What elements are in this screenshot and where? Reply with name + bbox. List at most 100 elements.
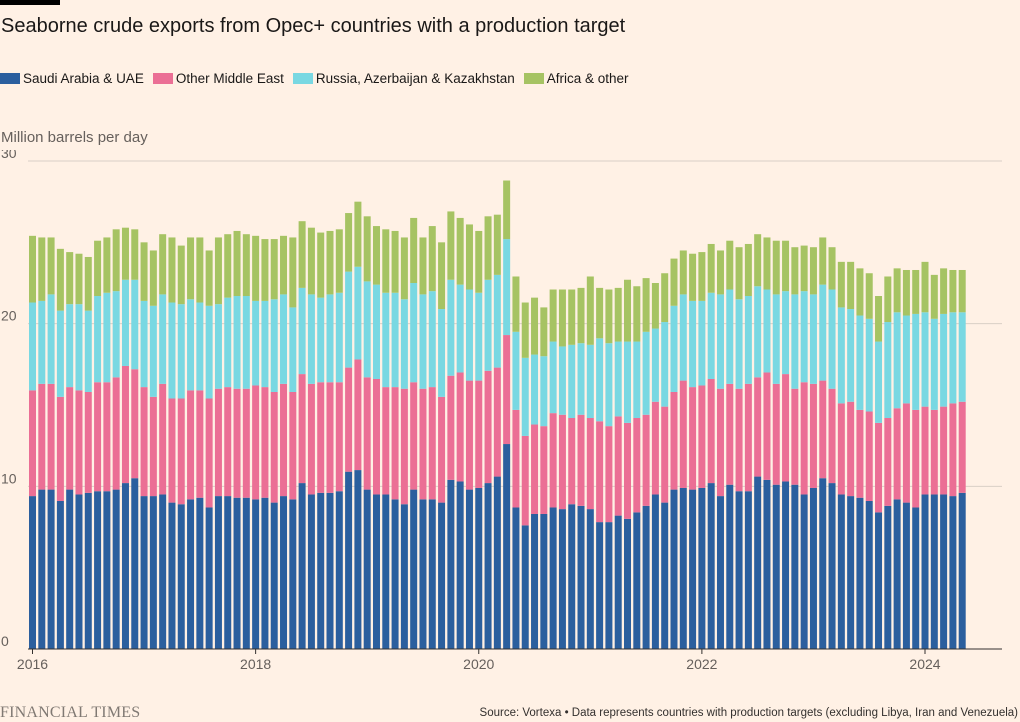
bar-segment-2024-04-s1	[949, 403, 957, 497]
bar-segment-2017-04-s0	[168, 502, 176, 649]
bar-segment-2017-05-s2	[177, 304, 185, 399]
bar-segment-2021-09-s0	[661, 502, 669, 649]
bar-segment-2020-04-s2	[503, 239, 511, 336]
bar-segment-2016-07-s3	[84, 256, 92, 311]
bar-segment-2023-11-s2	[902, 315, 910, 404]
bar-segment-2016-05-s3	[66, 252, 74, 305]
bar-segment-2019-10-s2	[447, 279, 455, 376]
bar-segment-2021-06-s2	[633, 341, 641, 419]
bar-segment-2018-09-s2	[326, 294, 334, 383]
bar-segment-2017-04-s3	[168, 237, 176, 303]
bar-segment-2022-11-s2	[791, 294, 799, 389]
bar-segment-2017-12-s1	[242, 388, 250, 498]
bar-segment-2022-05-s1	[735, 388, 743, 492]
y-tick-label-20: 20	[1, 308, 17, 324]
bar-segment-2021-02-s1	[596, 421, 604, 523]
bar-segment-2018-09-s3	[326, 230, 334, 295]
bar-segment-2018-05-s2	[289, 307, 297, 392]
bar-segment-2022-09-s3	[772, 240, 780, 295]
bar-segment-2016-08-s1	[94, 382, 102, 492]
bar-segment-2017-01-s3	[140, 242, 148, 301]
bar-segment-2016-06-s1	[75, 390, 83, 495]
bar-segment-2017-05-s1	[177, 398, 185, 505]
bar-segment-2023-07-s2	[865, 318, 873, 412]
bar-segment-2016-07-s2	[84, 310, 92, 392]
bar-segment-2016-09-s2	[103, 292, 111, 383]
bar-segment-2020-09-s0	[549, 507, 557, 649]
legend-swatch-other-middle-east	[152, 73, 173, 84]
bar-segment-2019-06-s0	[410, 489, 418, 649]
bar-segment-2024-03-s0	[940, 494, 948, 649]
bar-segment-2017-08-s3	[205, 250, 213, 306]
bar-segment-2018-02-s1	[261, 387, 269, 498]
bar-segment-2021-07-s2	[642, 331, 650, 415]
bar-segment-2019-11-s2	[456, 284, 464, 373]
bar-segment-2019-08-s1	[428, 387, 436, 500]
bar-segment-2022-03-s3	[716, 250, 724, 295]
bar-segment-2018-07-s2	[307, 294, 315, 384]
bar-segment-2023-07-s0	[865, 500, 873, 649]
bar-segment-2021-11-s0	[679, 487, 687, 649]
bar-segment-2022-12-s1	[800, 382, 808, 495]
bar-segment-2022-01-s0	[698, 487, 706, 649]
x-tick-label-2020: 2020	[463, 656, 494, 672]
bar-segment-2017-06-s2	[187, 299, 195, 391]
bar-segment-2016-05-s2	[66, 304, 74, 388]
bar-segment-2016-11-s3	[121, 227, 129, 280]
bar-segment-2022-10-s2	[782, 291, 790, 375]
bar-segment-2021-05-s0	[624, 518, 632, 649]
bar-segment-2017-11-s0	[233, 497, 241, 649]
bar-segment-2017-06-s0	[187, 499, 195, 649]
bar-segment-2019-12-s0	[465, 489, 473, 649]
bar-segment-2019-09-s3	[438, 242, 446, 310]
bar-segment-2021-10-s2	[670, 305, 678, 392]
bar-segment-2021-11-s3	[679, 250, 687, 295]
bar-segment-2022-07-s1	[754, 377, 762, 477]
bar-segment-2018-10-s2	[335, 292, 343, 383]
bar-segment-2016-03-s3	[47, 237, 55, 295]
bar-segment-2017-12-s2	[242, 296, 250, 389]
bar-segment-2018-06-s2	[298, 287, 306, 375]
bar-segment-2021-01-s0	[586, 509, 594, 649]
bar-segment-2018-08-s3	[317, 232, 325, 298]
bar-segment-2020-05-s1	[512, 409, 520, 508]
bar-segment-2019-10-s0	[447, 479, 455, 649]
chart-legend: Saudi Arabia & UAE Other Middle East Rus…	[0, 71, 638, 86]
bar-segment-2016-11-s0	[121, 483, 129, 649]
bar-segment-2016-08-s2	[94, 296, 102, 383]
bar-segment-2017-11-s2	[233, 296, 241, 389]
bar-segment-2016-02-s1	[38, 383, 46, 490]
bar-segment-2018-06-s0	[298, 483, 306, 649]
bar-segment-2020-05-s0	[512, 507, 520, 649]
bar-segment-2023-12-s2	[912, 313, 920, 410]
bar-segment-2023-03-s0	[828, 483, 836, 649]
bar-segment-2023-06-s3	[856, 268, 864, 316]
bar-segment-2017-09-s2	[214, 304, 222, 389]
bar-segment-2022-09-s1	[772, 383, 780, 485]
bar-segment-2016-03-s0	[47, 489, 55, 649]
bar-segment-2019-04-s0	[391, 499, 399, 649]
bar-segment-2020-03-s0	[493, 476, 501, 649]
bar-segment-2019-03-s0	[382, 494, 390, 649]
bar-segment-2019-04-s3	[391, 230, 399, 293]
bar-segment-2021-07-s3	[642, 278, 650, 332]
bar-segment-2023-05-s3	[847, 261, 855, 310]
bar-segment-2020-12-s1	[577, 414, 585, 506]
bar-segment-2017-02-s0	[149, 496, 157, 649]
bar-segment-2017-12-s0	[242, 497, 250, 649]
bar-segment-2021-06-s1	[633, 418, 641, 513]
bar-segment-2018-08-s1	[317, 382, 325, 493]
bar-segment-2018-12-s3	[354, 201, 362, 267]
bar-segment-2020-04-s0	[503, 444, 511, 649]
bar-segment-2017-09-s0	[214, 496, 222, 649]
bar-segment-2017-03-s3	[159, 234, 167, 295]
bar-segment-2020-06-s0	[521, 525, 529, 649]
legend-item-saudi-arabia-uae: Saudi Arabia & UAE	[0, 71, 144, 86]
bar-segment-2023-09-s2	[884, 322, 892, 419]
bar-segment-2020-02-s3	[484, 216, 492, 280]
bar-segment-2024-01-s1	[921, 406, 929, 495]
bar-segment-2021-06-s0	[633, 512, 641, 649]
bar-segment-2017-02-s1	[149, 396, 157, 497]
bar-segment-2024-02-s1	[930, 409, 938, 495]
bar-segment-2022-05-s3	[735, 247, 743, 300]
